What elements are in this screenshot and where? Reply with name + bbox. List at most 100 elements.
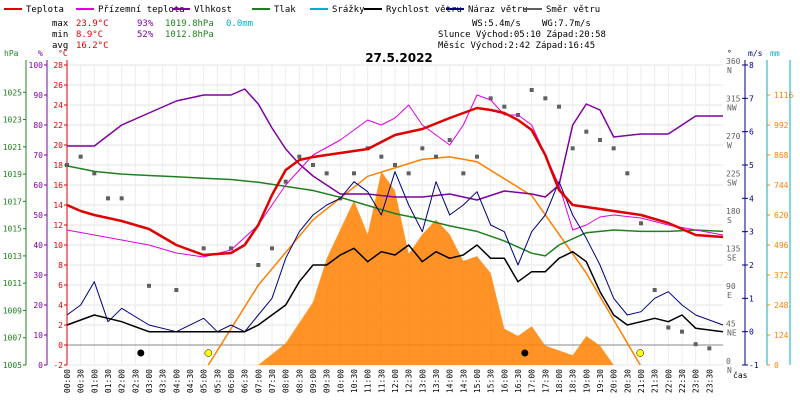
degc-tick-label: 28 — [53, 61, 63, 70]
pct-tick-label: 100 — [29, 61, 44, 70]
sunset-marker — [636, 349, 644, 357]
degc-tick-label: 10 — [53, 241, 63, 250]
x-tick-label: 01:00 — [90, 369, 99, 393]
moonrise-marker — [137, 349, 145, 357]
legend-label: Rychlost větru — [386, 5, 462, 15]
stats-block: max min avg 23.9°C 8.9°C 16.2°C 93% 52% … — [52, 19, 253, 51]
degc-tick-label: 2 — [58, 321, 63, 330]
x-tick-label: 04:30 — [186, 369, 195, 393]
hpa-tick-label: 1015 — [3, 225, 22, 234]
info-sun: Slunce Východ:05:10 Západ:20:58 — [438, 30, 606, 40]
x-tick-label: 09:00 — [309, 369, 318, 393]
wind-direction-point — [639, 221, 643, 226]
pct-tick-label: 80 — [33, 121, 43, 130]
dir-name-label: S — [727, 216, 732, 225]
dir-tick-label: 0 — [726, 357, 731, 366]
hpa-tick-label: 1021 — [3, 143, 22, 152]
wind-direction-point — [297, 154, 302, 159]
dir-tick-label: 90 — [726, 282, 736, 291]
degc-tick-label: 0 — [58, 341, 63, 350]
x-tick-label: 13:30 — [432, 369, 441, 393]
dir-name-label: NW — [727, 104, 737, 113]
wind-direction-point — [475, 154, 479, 159]
humidity-line — [67, 88, 723, 201]
degc-tick-label: 24 — [53, 101, 63, 110]
x-tick-label: 17:00 — [528, 369, 537, 393]
wind-direction-point — [393, 163, 397, 167]
x-tick-label: 06:00 — [227, 369, 236, 393]
degc-tick-label: 6 — [58, 281, 63, 290]
degc-tick-label: 4 — [58, 301, 63, 310]
x-tick-label: 18:30 — [569, 369, 578, 393]
solar-tick-label: 372 — [774, 271, 789, 280]
x-tick-label: 00:30 — [77, 369, 86, 393]
degc-unit-label: °C — [58, 49, 68, 58]
legend: Teplota Přízemní teplota Vlhkost Tlak Srážky… — [4, 5, 600, 15]
mm-unit-label: mm — [770, 49, 780, 58]
x-tick-label: 11:00 — [364, 369, 373, 393]
wind-direction-point — [598, 138, 602, 142]
x-tick-label: 08:00 — [282, 369, 291, 393]
info-wg: WG:7.7m/s — [542, 19, 591, 29]
dir-tick-label: 135 — [726, 245, 741, 254]
wind-direction-point — [229, 246, 233, 251]
info-block: WS:5.4m/s WG:7.7m/s Slunce Východ:05:10 … — [438, 19, 606, 51]
pct-tick-label: 0 — [38, 361, 43, 370]
plot-area — [65, 88, 724, 366]
ms-tick-label: 6 — [749, 128, 754, 137]
dir-name-label: N — [727, 366, 732, 375]
x-tick-label: 04:00 — [172, 369, 181, 393]
x-tick-label: 12:00 — [391, 369, 400, 393]
wind-direction-point — [707, 346, 712, 351]
x-tick-label: 16:00 — [500, 369, 509, 393]
wind-direction-point — [611, 146, 616, 151]
wind-direction-point — [420, 146, 425, 151]
degc-tick-label: 8 — [58, 261, 63, 270]
wind-direction-point — [680, 329, 684, 334]
dir-tick-label: 315 — [726, 95, 741, 104]
x-tick-label: 21:00 — [637, 369, 646, 393]
pct-tick-label: 40 — [33, 241, 43, 250]
legend-label: Směr větru — [546, 5, 600, 15]
x-tick-label: 15:30 — [487, 369, 496, 393]
ms-unit-label: m/s — [748, 49, 763, 58]
ms-tick-label: 8 — [749, 61, 754, 70]
pct-tick-label: 70 — [33, 151, 43, 160]
wind-direction-point — [324, 171, 329, 176]
hpa-tick-label: 1007 — [3, 334, 22, 343]
hpa-tick-label: 1023 — [3, 116, 22, 125]
hpa-tick-label: 1005 — [3, 361, 22, 370]
solar-radiation-area — [258, 171, 614, 365]
hpa-tick-label: 1013 — [3, 252, 22, 261]
pct-tick-label: 60 — [33, 181, 43, 190]
info-moon: Měsíc Východ:2:42 Západ:16:45 — [438, 41, 595, 51]
stats-avg-label: avg — [52, 41, 68, 51]
solar-tick-label: 868 — [774, 151, 789, 160]
moonset-marker — [521, 349, 529, 357]
legend-label: Teplota — [26, 5, 64, 15]
wind-direction-point — [529, 88, 534, 92]
dir-tick-label: 180 — [726, 207, 741, 216]
hpa-tick-label: 1019 — [3, 170, 22, 179]
time-axis-label: čas — [733, 370, 748, 380]
x-tick-label: 05:30 — [213, 369, 222, 393]
x-tick-label: 13:00 — [418, 369, 427, 393]
x-tick-label: 12:30 — [405, 369, 414, 393]
degc-tick-label: 22 — [53, 121, 63, 130]
x-tick-label: 08:30 — [295, 369, 304, 393]
dir-name-label: E — [727, 291, 732, 300]
stats-min-temp: 8.9°C — [76, 30, 103, 40]
stats-max-press: 1019.8hPa — [165, 19, 214, 29]
hpa-tick-label: 1017 — [3, 197, 22, 206]
dir-name-label: SE — [727, 254, 737, 263]
wind-direction-point — [256, 263, 261, 267]
wind-direction-point — [283, 179, 288, 184]
x-tick-label: 21:30 — [651, 369, 660, 393]
x-tick-label: 22:00 — [664, 369, 673, 393]
stats-max-temp: 23.9°C — [76, 19, 109, 29]
x-tick-label: 02:00 — [118, 369, 127, 393]
x-tick-label: 10:00 — [336, 369, 345, 393]
dir-tick-label: 360 — [726, 57, 741, 66]
x-tick-label: 03:00 — [145, 369, 154, 393]
ms-tick-label: 2 — [749, 261, 754, 270]
